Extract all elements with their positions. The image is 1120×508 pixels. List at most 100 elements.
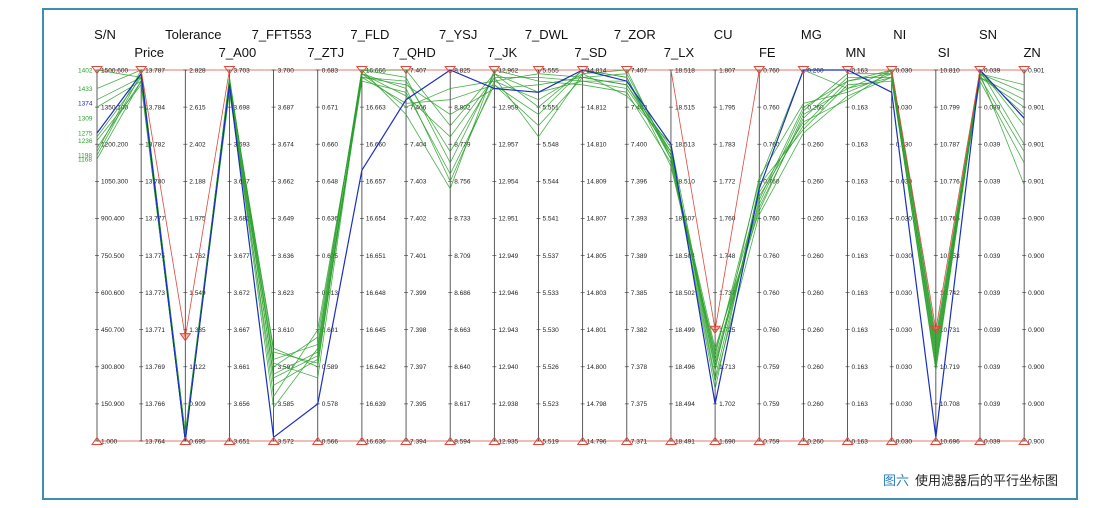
tick-label: 1.702: [719, 401, 736, 408]
sn-record-label: 1309: [78, 116, 93, 123]
tick-label: 7.403: [631, 104, 648, 111]
tick-label: 0.030: [896, 438, 913, 445]
tick-label: 8.779: [454, 142, 471, 149]
tick-label: 0.625: [322, 253, 339, 260]
tick-label: 0.760: [763, 67, 780, 74]
tick-label: 8.594: [454, 438, 471, 445]
tick-label: 0.039: [984, 401, 1001, 408]
tick-label: 0.589: [322, 364, 339, 371]
tick-label: 7.389: [631, 253, 648, 260]
tick-label: 7.399: [410, 290, 427, 297]
filter-bottom-marker: [223, 436, 236, 445]
filter-top-marker: [576, 66, 589, 75]
tick-label: 5.530: [543, 327, 560, 334]
tick-label: 0.660: [322, 142, 339, 149]
tick-label: 1.000: [101, 438, 118, 445]
tick-label: 7.398: [410, 327, 427, 334]
tick-label: 0.760: [763, 327, 780, 334]
tick-label: 16.660: [366, 142, 386, 149]
figure-caption: 图六 使用滤器后的平行坐标图: [883, 470, 1058, 489]
axis-name: S/N: [94, 27, 116, 42]
tick-label: 14.805: [587, 253, 607, 260]
tick-label: 0.260: [807, 142, 824, 149]
tick-label: 1200.200: [101, 142, 128, 149]
tick-label: 0.900: [1028, 290, 1045, 297]
sn-record-label: 1402: [78, 67, 93, 74]
tick-label: 3.649: [278, 216, 295, 223]
tick-label: 0.566: [322, 438, 339, 445]
tick-label: 0.030: [896, 67, 913, 74]
filter-top-marker: [532, 66, 545, 75]
tick-label: 13.773: [145, 290, 165, 297]
tick-label: 600.600: [101, 290, 125, 297]
tick-label: 18.513: [675, 142, 695, 149]
tick-label: 0.759: [763, 364, 780, 371]
tick-label: 8.686: [454, 290, 471, 297]
tick-label: 0.260: [807, 438, 824, 445]
tick-label: 0.648: [322, 179, 339, 186]
tick-label: 12.954: [498, 179, 518, 186]
tick-label: 0.163: [852, 104, 869, 111]
tick-label: 13.766: [145, 401, 165, 408]
tick-label: 0.039: [984, 104, 1001, 111]
tick-label: 3.661: [233, 364, 250, 371]
tick-label: 3.674: [278, 142, 295, 149]
tick-label: 0.039: [984, 142, 1001, 149]
tick-label: 16.636: [366, 438, 386, 445]
tick-label: 0.163: [852, 364, 869, 371]
tick-label: 0.901: [1028, 179, 1045, 186]
axis-name: 7_ZOR: [614, 27, 656, 42]
tick-label: 1.760: [719, 216, 736, 223]
tick-label: 0.695: [189, 438, 206, 445]
filter-bottom-marker: [179, 436, 192, 445]
tick-label: 0.039: [984, 216, 1001, 223]
tick-label: 1050.300: [101, 179, 128, 186]
tick-label: 0.030: [896, 104, 913, 111]
tick-label: 1.772: [719, 179, 736, 186]
tick-label: 900.400: [101, 216, 125, 223]
tick-label: 1.807: [719, 67, 736, 74]
tick-label: 16.654: [366, 216, 386, 223]
tick-label: 3.672: [233, 290, 250, 297]
axis-name: SI: [938, 45, 950, 60]
filter-range-line: [935, 69, 981, 330]
tick-label: 3.572: [278, 438, 295, 445]
tick-label: 16.642: [366, 364, 386, 371]
tick-label: 750.500: [101, 253, 125, 260]
filter-top-marker: [223, 66, 236, 75]
sn-record-label: 1433: [78, 86, 93, 93]
tick-label: 16.639: [366, 401, 386, 408]
tick-label: 14.812: [587, 104, 607, 111]
filter-bottom-marker: [311, 436, 324, 445]
tick-label: 5.519: [543, 438, 560, 445]
tick-label: 16.648: [366, 290, 386, 297]
tick-label: 0.163: [852, 290, 869, 297]
filter-top-marker: [355, 66, 368, 75]
tick-label: 10.708: [940, 401, 960, 408]
tick-label: 0.671: [322, 104, 339, 111]
tick-label: 0.260: [807, 67, 824, 74]
sn-record-label: 1275: [78, 130, 93, 137]
tick-label: 0.030: [896, 253, 913, 260]
filter-bottom-marker: [709, 436, 722, 445]
axis-name: 7_SD: [574, 45, 607, 60]
sn-record-label: 1374: [78, 101, 93, 108]
tick-label: 3.693: [233, 142, 250, 149]
tick-label: 0.039: [984, 67, 1001, 74]
tick-label: 7.403: [410, 179, 427, 186]
tick-label: 3.610: [278, 327, 295, 334]
filter-top-marker: [400, 66, 413, 75]
tick-label: 16.651: [366, 253, 386, 260]
tick-label: 0.900: [1028, 364, 1045, 371]
tick-label: 0.578: [322, 401, 339, 408]
tick-label: 18.502: [675, 290, 695, 297]
tick-label: 0.030: [896, 216, 913, 223]
tick-label: 18.518: [675, 67, 695, 74]
tick-label: 0.260: [807, 253, 824, 260]
tick-label: 14.801: [587, 327, 607, 334]
tick-label: 8.640: [454, 364, 471, 371]
axis-name: 7_DWL: [525, 27, 568, 42]
axis-name: 7_ZTJ: [307, 45, 344, 60]
filter-top-marker: [841, 66, 854, 75]
axis-name: Tolerance: [165, 27, 221, 42]
